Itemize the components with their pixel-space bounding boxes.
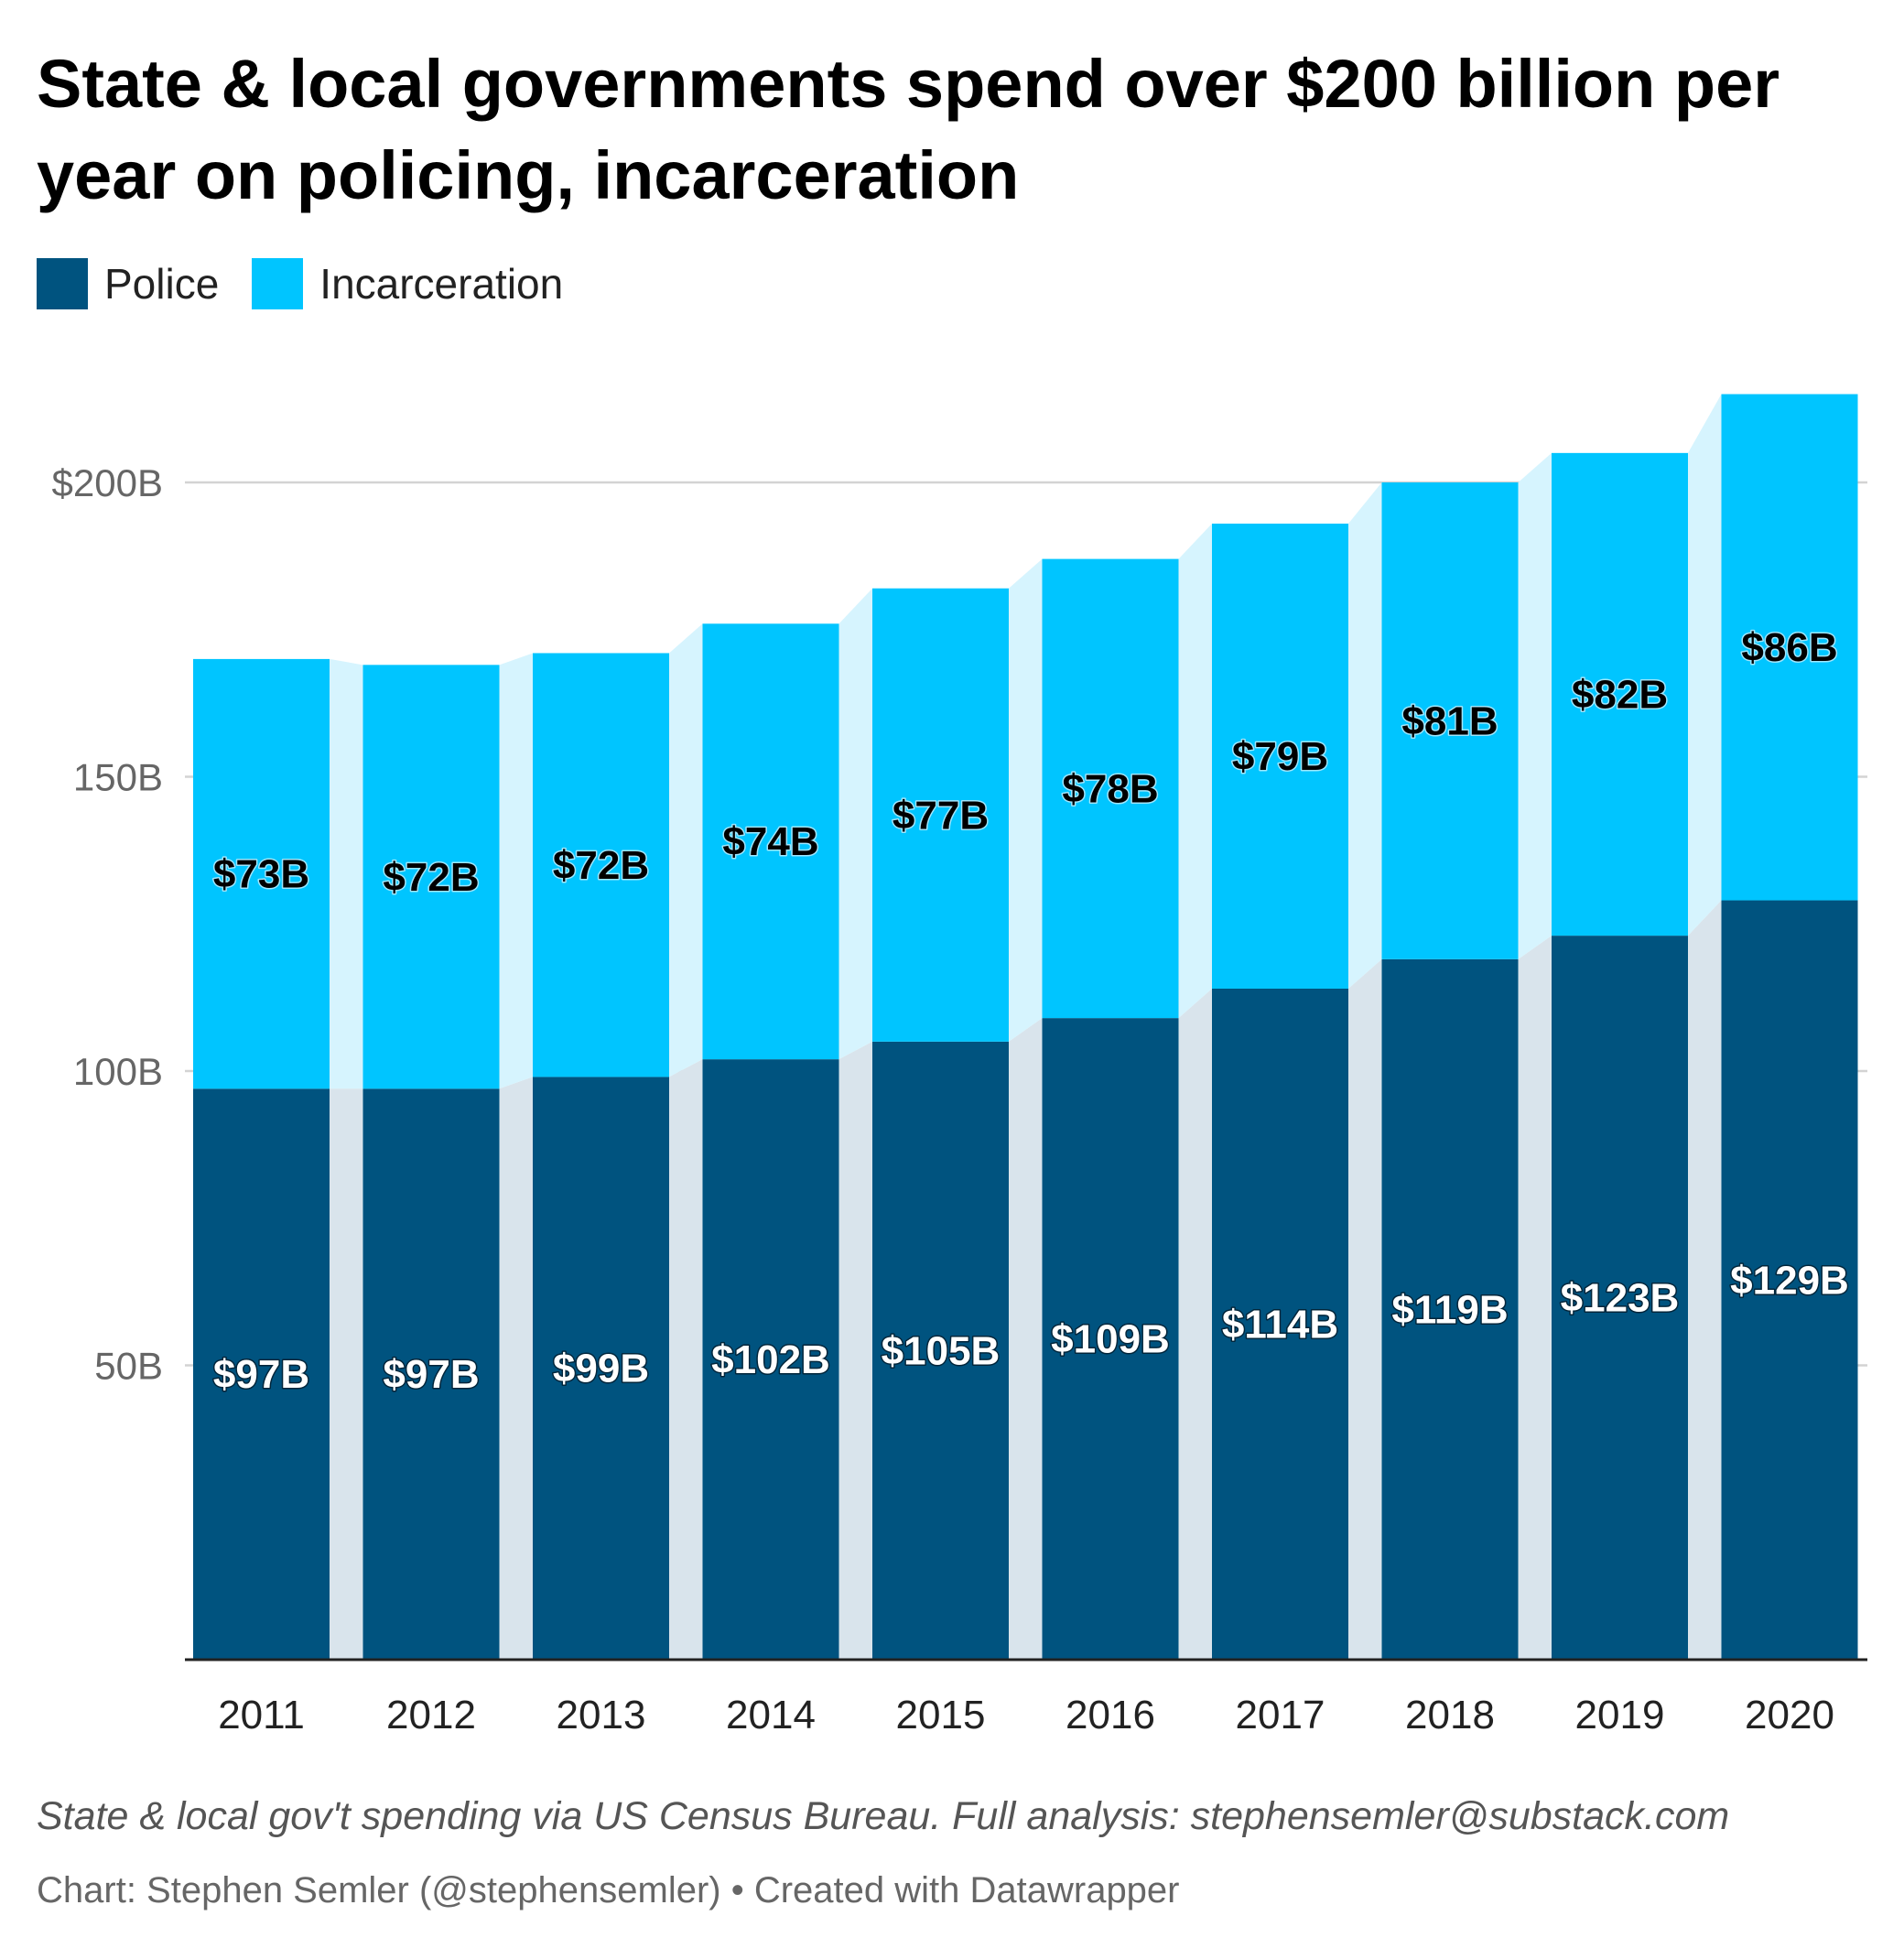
legend-swatch-incarceration	[252, 258, 304, 309]
y-tick-label-150: 150B	[73, 756, 163, 799]
connector-police-2019	[1688, 900, 1722, 1660]
x-tick-label-2014: 2014	[726, 1693, 816, 1737]
bar-incarceration-2014	[702, 623, 839, 1060]
value-labels: $97B $73B $97B $72B $99B $72B $102B $74B $105B $7…	[211, 624, 1850, 1399]
legend-item-police: Police	[37, 258, 219, 309]
connector-incarceration-2017	[1348, 482, 1382, 989]
connector-incarceration-2012	[499, 653, 533, 1089]
y-tick-label-100: 100B	[73, 1050, 163, 1093]
value-label-incarceration-2014: $74B	[722, 819, 818, 864]
bar-police-2016	[1042, 1018, 1179, 1660]
x-tick-label-2019: 2019	[1575, 1693, 1665, 1737]
bar-incarceration-2015	[872, 588, 1009, 1042]
value-label-incarceration-2011: $73B	[213, 852, 309, 897]
value-label-police-2020: $129B	[1730, 1258, 1849, 1303]
connector-police-2018	[1518, 936, 1552, 1660]
y-tick-label-50: 50B	[94, 1345, 163, 1388]
value-label-police-2017: $114B	[1222, 1302, 1338, 1347]
x-tick-label-2011: 2011	[218, 1693, 305, 1737]
value-label-incarceration-2018: $81B	[1401, 698, 1498, 743]
bar-police-2011	[193, 1088, 330, 1660]
bar-incarceration-2016	[1042, 558, 1179, 1019]
bar-police-2013	[533, 1077, 669, 1660]
value-label-incarceration-2019: $82B	[1572, 672, 1668, 717]
value-label-police-2012: $97B	[383, 1352, 479, 1397]
legend-label-police: Police	[104, 260, 220, 308]
connector-incarceration-2019	[1688, 394, 1722, 936]
x-tick-label-2013: 2013	[557, 1693, 646, 1737]
value-label-incarceration-2017: $79B	[1232, 734, 1328, 779]
bar-police-2020	[1721, 900, 1858, 1660]
x-axis: 2011 2012 2013 2014 2015 2016 2017 2018 2019 2020	[185, 1658, 1867, 1737]
legend-label-incarceration: Incarceration	[319, 260, 564, 308]
connector-police-2017	[1348, 958, 1382, 1660]
value-label-incarceration-2013: $72B	[553, 843, 649, 888]
bar-incarceration-2020	[1721, 394, 1858, 901]
value-label-police-2019: $123B	[1561, 1276, 1680, 1321]
value-label-police-2016: $109B	[1051, 1317, 1170, 1362]
bar-police-2012	[362, 1088, 500, 1660]
legend: Police Incarceration	[37, 256, 596, 311]
bar-incarceration-2018	[1381, 482, 1519, 959]
bar-incarceration-2019	[1552, 452, 1688, 936]
connector-incarceration-2011	[330, 658, 363, 1089]
x-tick-label-2020: 2020	[1745, 1693, 1834, 1737]
value-label-incarceration-2012: $72B	[383, 855, 479, 900]
bar-connectors	[330, 394, 1722, 1660]
connector-incarceration-2013	[669, 623, 703, 1077]
connector-police-2013	[669, 1059, 703, 1660]
connector-incarceration-2014	[838, 588, 872, 1060]
connector-incarceration-2018	[1518, 452, 1552, 959]
x-tick-label-2016: 2016	[1066, 1693, 1155, 1737]
value-label-incarceration-2016: $78B	[1062, 766, 1158, 811]
connector-police-2011	[330, 1088, 363, 1660]
value-label-police-2018: $119B	[1391, 1287, 1508, 1332]
x-tick-label-2012: 2012	[386, 1693, 476, 1737]
bar-police-2014	[702, 1059, 839, 1660]
source-note: State & local gov't spending via US Cens…	[37, 1794, 1730, 1838]
bar-police-2018	[1381, 958, 1519, 1660]
x-tick-label-2017: 2017	[1236, 1693, 1325, 1737]
connector-incarceration-2015	[1009, 558, 1043, 1042]
connector-police-2015	[1009, 1018, 1043, 1660]
connector-police-2014	[838, 1041, 872, 1660]
value-label-police-2011: $97B	[213, 1352, 309, 1397]
connector-police-2012	[499, 1077, 533, 1660]
bar-incarceration-2011	[193, 658, 330, 1089]
value-label-incarceration-2015: $77B	[892, 793, 989, 838]
bar-police-2015	[872, 1041, 1009, 1660]
bars	[193, 394, 1858, 1660]
bar-incarceration-2017	[1212, 524, 1348, 989]
connector-incarceration-2016	[1178, 524, 1212, 1019]
value-label-incarceration-2020: $86B	[1741, 625, 1837, 670]
bar-incarceration-2012	[362, 665, 500, 1089]
bar-police-2019	[1552, 936, 1688, 1660]
bar-police-2017	[1212, 988, 1348, 1660]
legend-swatch-police	[37, 258, 88, 309]
byline: Chart: Stephen Semler (@stephensemler) •…	[37, 1870, 1180, 1910]
x-tick-label-2018: 2018	[1405, 1693, 1495, 1737]
value-label-police-2013: $99B	[553, 1347, 649, 1391]
bar-incarceration-2013	[533, 653, 669, 1077]
y-tick-label-200: $200B	[52, 461, 163, 504]
value-label-police-2014: $102B	[711, 1337, 830, 1382]
legend-item-incarceration: Incarceration	[252, 258, 563, 309]
connector-police-2016	[1178, 988, 1212, 1660]
value-label-police-2015: $105B	[882, 1328, 1001, 1373]
chart-title: State & local governments spend over $20…	[37, 46, 1780, 213]
x-tick-label-2015: 2015	[896, 1693, 986, 1737]
